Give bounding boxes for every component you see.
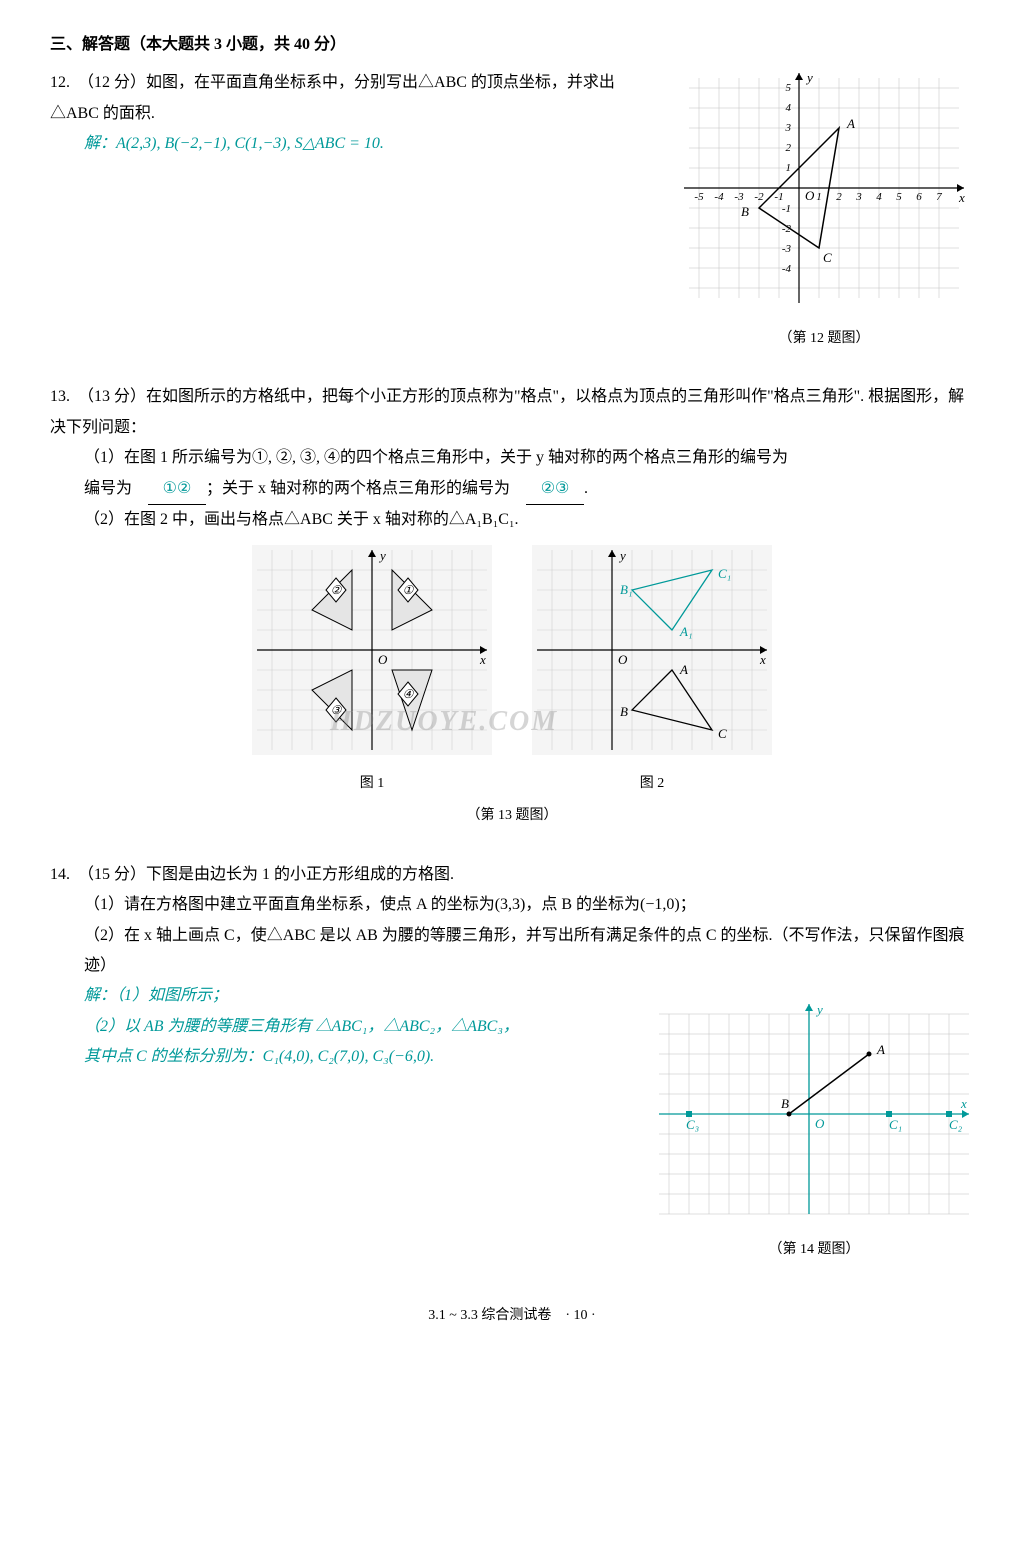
q14-p2-prefix: （2） bbox=[84, 927, 124, 944]
svg-text:3: 3 bbox=[785, 122, 792, 134]
q13-p2-prefix: （2） bbox=[84, 511, 124, 528]
q13-fig2-caption: 图 2 bbox=[532, 771, 772, 798]
problem-13: 13.（13 分）在如图所示的方格纸中，把每个小正方形的顶点称为"格点"，以格点… bbox=[50, 382, 974, 830]
svg-text:x: x bbox=[759, 652, 766, 667]
q13-fig1-caption: 图 1 bbox=[252, 771, 492, 798]
q13-main-caption: （第 13 题图） bbox=[50, 803, 974, 830]
q14-stem: 下图是由边长为 1 的小正方形组成的方格图. bbox=[146, 866, 454, 883]
svg-text:③: ③ bbox=[331, 703, 343, 717]
svg-text:O: O bbox=[815, 1116, 825, 1131]
q13-fig2: A B C A₁ B₁ C₁ O x y bbox=[532, 545, 772, 755]
svg-text:B: B bbox=[781, 1096, 789, 1111]
q13-fig1-wrap: ① ② ③ ④ O x y 图 1 bbox=[252, 545, 492, 797]
q14-p1-prefix: （1） bbox=[84, 896, 124, 913]
q12-num: 12. bbox=[50, 68, 78, 98]
q13-p1-blank1-label: 编号为 bbox=[84, 480, 148, 497]
svg-text:4: 4 bbox=[786, 102, 792, 114]
q12-figure: -5-4-3 -2-1 123 4567 12 34 5 -1-2 -3-4 A… bbox=[674, 68, 974, 308]
svg-text:2: 2 bbox=[786, 142, 792, 154]
svg-text:-1: -1 bbox=[782, 203, 791, 215]
q14-points: （15 分） bbox=[78, 866, 146, 883]
q13-stem: 在如图所示的方格纸中，把每个小正方形的顶点称为"格点"，以格点为顶点的三角形叫作… bbox=[50, 388, 964, 435]
svg-text:O: O bbox=[378, 652, 388, 667]
svg-text:C₁: C₁ bbox=[718, 566, 731, 581]
q12-caption: （第 12 题图） bbox=[674, 326, 974, 353]
svg-text:4: 4 bbox=[876, 191, 882, 203]
problem-12: -5-4-3 -2-1 123 4567 12 34 5 -1-2 -3-4 A… bbox=[50, 68, 974, 352]
q13-fig1: ① ② ③ ④ O x y bbox=[252, 545, 492, 755]
svg-text:O: O bbox=[805, 188, 815, 203]
svg-text:C: C bbox=[718, 726, 727, 741]
svg-text:5: 5 bbox=[786, 82, 792, 94]
q14-ans1: （1）如图所示； bbox=[116, 987, 228, 1004]
q14-figure: A B C₁ C₂ C₃ O x y bbox=[654, 989, 974, 1219]
svg-text:6: 6 bbox=[916, 191, 922, 203]
q14-num: 14. bbox=[50, 860, 78, 890]
svg-text:5: 5 bbox=[896, 191, 902, 203]
q13-p1c: . bbox=[584, 480, 588, 497]
svg-text:2: 2 bbox=[836, 191, 842, 203]
svg-text:3: 3 bbox=[855, 191, 862, 203]
svg-text:A: A bbox=[876, 1042, 885, 1057]
q13-points: （13 分） bbox=[78, 388, 146, 405]
q12-answer-prefix: 解： bbox=[84, 135, 116, 152]
q12-points: （12 分） bbox=[78, 74, 146, 91]
svg-text:-5: -5 bbox=[694, 191, 704, 203]
q14-caption: （第 14 题图） bbox=[654, 1237, 974, 1264]
svg-text:B: B bbox=[741, 204, 749, 219]
q13-num: 13. bbox=[50, 382, 78, 412]
q12-answer: A(2,3), B(−2,−1), C(1,−3), S△ABC = 10. bbox=[116, 135, 384, 152]
svg-text:A: A bbox=[846, 116, 855, 131]
svg-text:O: O bbox=[618, 652, 628, 667]
svg-text:-2: -2 bbox=[754, 191, 764, 203]
svg-text:7: 7 bbox=[936, 191, 942, 203]
svg-text:①: ① bbox=[403, 583, 415, 597]
problem-14: 14.（15 分）下图是由边长为 1 的小正方形组成的方格图. （1）请在方格图… bbox=[50, 860, 974, 1264]
q14-p2: 在 x 轴上画点 C，使△ABC 是以 AB 为腰的等腰三角形，并写出所有满足条… bbox=[84, 927, 965, 974]
q12-figure-wrap: -5-4-3 -2-1 123 4567 12 34 5 -1-2 -3-4 A… bbox=[674, 68, 974, 352]
section-header: 三、解答题（本大题共 3 小题，共 40 分） bbox=[50, 30, 974, 60]
svg-text:y: y bbox=[378, 548, 386, 563]
svg-text:y: y bbox=[805, 70, 813, 85]
q13-p2: 在图 2 中，画出与格点△ABC 关于 x 轴对称的△A₁B₁C₁. bbox=[124, 511, 519, 528]
svg-text:y: y bbox=[815, 1002, 823, 1017]
q14-ans-prefix: 解： bbox=[84, 987, 116, 1004]
svg-text:-4: -4 bbox=[782, 263, 792, 275]
svg-text:C₃: C₃ bbox=[686, 1117, 699, 1132]
svg-text:A: A bbox=[679, 662, 688, 677]
page-footer: 3.1 ~ 3.3 综合测试卷 · 10 · bbox=[50, 1303, 974, 1330]
q14-p1: 请在方格图中建立平面直角坐标系，使点 A 的坐标为(3,3)，点 B 的坐标为(… bbox=[124, 896, 696, 913]
svg-text:x: x bbox=[958, 190, 965, 205]
svg-text:-3: -3 bbox=[734, 191, 744, 203]
svg-text:C₂: C₂ bbox=[949, 1117, 963, 1132]
svg-text:x: x bbox=[479, 652, 486, 667]
svg-text:x: x bbox=[960, 1096, 967, 1111]
svg-text:④: ④ bbox=[403, 687, 415, 701]
q13-p1-blank2-gap bbox=[510, 480, 526, 497]
q14-figure-wrap: A B C₁ C₂ C₃ O x y （第 14 题图） bbox=[654, 989, 974, 1263]
svg-text:B: B bbox=[620, 704, 628, 719]
svg-text:1: 1 bbox=[786, 162, 792, 174]
svg-text:②: ② bbox=[331, 583, 343, 597]
q13-p1a: 在图 1 所示编号为①, ②, ③, ④的四个格点三角形中，关于 y 轴对称的两… bbox=[124, 449, 788, 466]
svg-text:-4: -4 bbox=[714, 191, 724, 203]
svg-text:B₁: B₁ bbox=[620, 582, 632, 597]
q13-p1b: ；关于 x 轴对称的两个格点三角形的编号为 bbox=[206, 480, 510, 497]
q13-blank1: ①② bbox=[148, 474, 206, 505]
q13-fig2-wrap: A B C A₁ B₁ C₁ O x y 图 2 bbox=[532, 545, 772, 797]
q13-p1-prefix: （1） bbox=[84, 449, 124, 466]
svg-text:-3: -3 bbox=[782, 243, 792, 255]
svg-text:-1: -1 bbox=[774, 191, 783, 203]
svg-text:y: y bbox=[618, 548, 626, 563]
q13-blank2: ②③ bbox=[526, 474, 584, 505]
svg-text:1: 1 bbox=[816, 191, 822, 203]
svg-text:A₁: A₁ bbox=[679, 624, 692, 639]
svg-text:C: C bbox=[823, 250, 832, 265]
svg-text:C₁: C₁ bbox=[889, 1117, 902, 1132]
